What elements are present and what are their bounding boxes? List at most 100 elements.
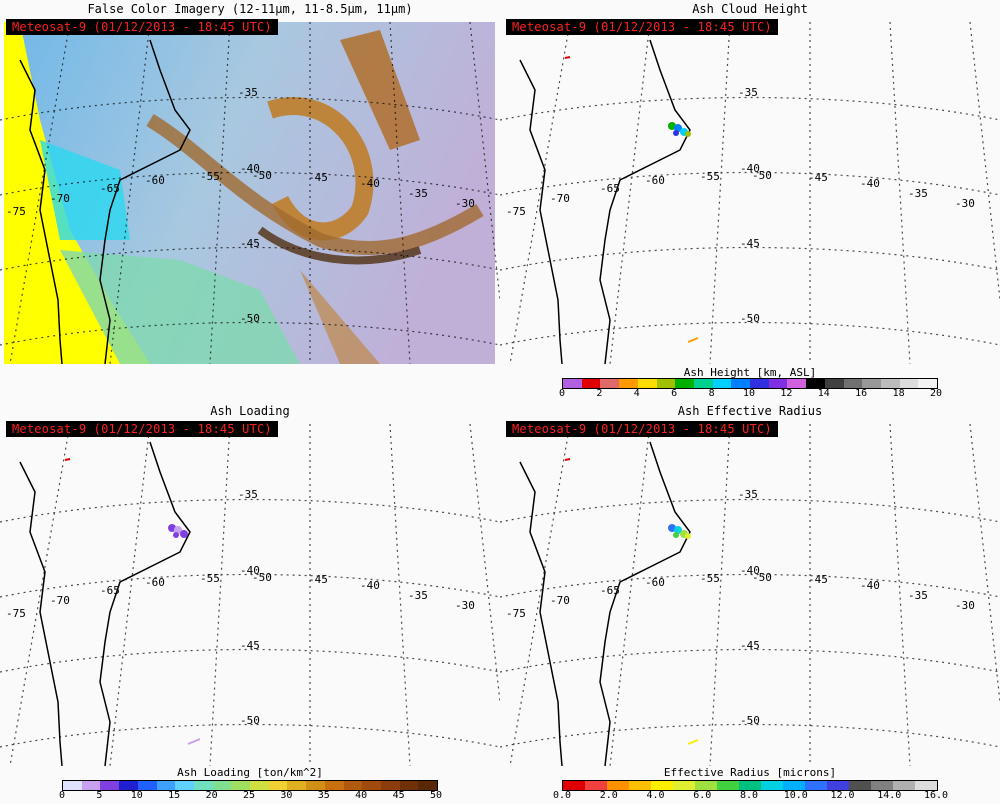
colorbar-tick-label: 40 xyxy=(355,790,368,801)
colorbar-swatch xyxy=(380,781,400,790)
colorbar-swatch xyxy=(324,781,344,790)
lat-label: -50 xyxy=(240,312,260,325)
colorbar-swatch xyxy=(806,379,825,388)
ash-plume-north xyxy=(564,458,571,461)
lon-label: -45 xyxy=(808,573,828,586)
ash-plume-south xyxy=(687,337,699,343)
colorbar-swatch xyxy=(717,781,739,790)
ash-radius-map: -35 -40 -45 -50 -75 -70 -65 -60 -55 -50 … xyxy=(500,423,1000,767)
colorbar-swatch xyxy=(600,379,620,388)
ash-plume-north xyxy=(64,458,71,461)
colorbar-swatch xyxy=(739,781,761,790)
colorbar-swatch xyxy=(731,379,751,388)
colorbar-swatch xyxy=(915,781,937,790)
colorbar-tick-label: 0.0 xyxy=(552,790,572,801)
colorbar-tick-label: 14 xyxy=(817,388,830,399)
colorbar-swatch xyxy=(137,781,157,790)
lat-label: -50 xyxy=(740,312,760,325)
colorbar-tick-label: 4.0 xyxy=(646,790,665,801)
colorbar-swatch xyxy=(862,379,881,388)
colorbar-swatch xyxy=(673,781,695,790)
lon-label: -40 xyxy=(360,177,380,190)
colorbar-tick-label: 6 xyxy=(671,388,678,399)
lon-label: -55 xyxy=(700,572,720,585)
lat-label: -35 xyxy=(238,488,258,501)
colorbar-swatch xyxy=(581,379,601,388)
lon-label: -75 xyxy=(6,205,26,218)
colorbar-swatch xyxy=(81,781,101,790)
lon-label: -65 xyxy=(600,584,620,597)
colorbar-tick-label: 14.0 xyxy=(877,790,902,801)
colorbar-swatch xyxy=(651,781,673,790)
lon-label: -35 xyxy=(408,589,428,602)
colorbar-swatch xyxy=(768,379,788,388)
colorbar-tick-label: 20 xyxy=(929,388,943,399)
colorbar-tick-label: 0 xyxy=(558,388,566,399)
lon-label: -65 xyxy=(600,182,620,195)
satellite-timestamp: Meteosat-9 (01/12/2013 - 18:45 UTC) xyxy=(6,421,278,437)
colorbar-swatch xyxy=(268,781,288,790)
lon-label: -75 xyxy=(506,607,526,620)
lat-label: -40 xyxy=(240,162,260,175)
colorbar-label: Effective Radius [microns] xyxy=(663,766,837,779)
colorbar-tick-label: 30 xyxy=(280,790,293,801)
lat-label: -35 xyxy=(738,488,758,501)
colorbar-swatch xyxy=(119,781,138,790)
lon-label: -30 xyxy=(955,599,975,612)
lon-label: -75 xyxy=(506,205,526,218)
colorbar-swatch xyxy=(893,781,915,790)
colorbar-tick-label: 50 xyxy=(429,790,443,801)
panel-title: False Color Imagery (12-11µm, 11-8.5µm, … xyxy=(87,2,413,16)
ash-radius-panel: -35 -40 -45 -50 -75 -70 -65 -60 -55 -50 … xyxy=(500,402,1000,804)
colorbar-tick-label: 10 xyxy=(130,790,143,801)
lon-label: -60 xyxy=(145,174,165,187)
lon-label: -50 xyxy=(252,169,272,182)
lon-label: -35 xyxy=(908,589,928,602)
false-color-panel: -35 -40 -45 -50 -75 -70 -65 -60 -55 -50 … xyxy=(0,0,500,402)
colorbar-ticks: 0 2 4 6 8 10 12 14 16 18 20 xyxy=(558,388,942,400)
lon-label: -45 xyxy=(308,573,328,586)
lon-label: -50 xyxy=(252,571,272,584)
ash-loading-panel: -35 -40 -45 -50 -75 -70 -65 -60 -55 -50 … xyxy=(0,402,500,804)
false-color-map: -35 -40 -45 -50 -75 -70 -65 -60 -55 -50 … xyxy=(0,21,500,365)
colorbar-tick-label: 16.0 xyxy=(923,790,949,801)
colorbar-swatch xyxy=(563,379,582,388)
colorbar-tick-label: 15 xyxy=(168,790,181,801)
lon-label: -50 xyxy=(752,169,772,182)
ash-plume-south xyxy=(687,739,699,745)
lat-label: -40 xyxy=(740,162,760,175)
lon-label: -65 xyxy=(100,182,120,195)
lat-label: -50 xyxy=(740,714,760,727)
ash-plume xyxy=(668,524,691,539)
colorbar-tick-label: 6.0 xyxy=(693,790,712,801)
lon-label: -55 xyxy=(200,572,220,585)
colorbar-swatch xyxy=(231,781,251,790)
colorbar-swatch xyxy=(418,781,438,790)
colorbar-swatch xyxy=(287,781,307,790)
lon-label: -40 xyxy=(360,579,380,592)
ash-radius-colorbar xyxy=(562,780,938,791)
colorbar-swatch xyxy=(918,379,938,388)
colorbar-tick-label: 8.0 xyxy=(739,790,759,801)
colorbar-swatch xyxy=(843,379,863,388)
lon-label: -55 xyxy=(700,170,720,183)
colorbar-swatch xyxy=(695,781,717,790)
colorbar-tick-label: 5 xyxy=(96,790,103,801)
panel-title: Ash Cloud Height xyxy=(692,2,808,16)
ash-plume-north xyxy=(564,56,571,59)
colorbar-swatch xyxy=(871,781,893,790)
colorbar-swatch xyxy=(629,781,651,790)
lon-label: -60 xyxy=(645,576,665,589)
colorbar-tick-label: 10 xyxy=(742,388,756,399)
ash-plume xyxy=(168,524,188,538)
colorbar-swatch xyxy=(712,379,732,388)
lon-label: -70 xyxy=(550,594,570,607)
colorbar-tick-label: 4 xyxy=(633,388,640,399)
colorbar-tick-label: 16 xyxy=(855,388,868,399)
panel-title: Ash Effective Radius xyxy=(677,404,823,418)
colorbar-swatch xyxy=(399,781,419,790)
colorbar-swatch xyxy=(750,379,769,388)
colorbar-ticks: 0 5 10 15 20 25 30 35 40 45 50 xyxy=(59,790,442,802)
lat-label: -40 xyxy=(240,564,260,577)
colorbar-tick-label: 20 xyxy=(205,790,218,801)
